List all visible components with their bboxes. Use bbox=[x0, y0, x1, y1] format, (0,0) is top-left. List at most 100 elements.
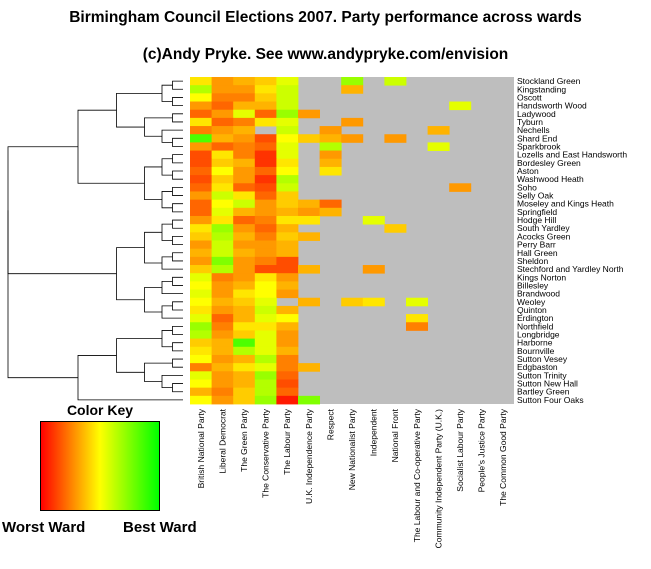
heatmap-cell bbox=[233, 109, 256, 119]
heatmap-cell bbox=[211, 297, 234, 307]
ward-label: Weoley bbox=[517, 297, 546, 307]
heatmap-cell bbox=[233, 232, 256, 241]
ward-label: Kings Norton bbox=[517, 272, 566, 282]
heatmap-cell bbox=[211, 77, 234, 86]
heatmap-cell bbox=[254, 117, 277, 127]
heatmap-cell bbox=[190, 207, 212, 217]
ward-label: Handsworth Wood bbox=[517, 101, 587, 111]
color-key-title: Color Key bbox=[66, 402, 134, 418]
heatmap-cell bbox=[319, 166, 342, 176]
heatmap-cells bbox=[190, 77, 514, 405]
ward-label: Brandwood bbox=[517, 289, 560, 299]
heatmap-cell bbox=[233, 322, 256, 331]
ward-labels: Stockland GreenKingstandingOscottHandswo… bbox=[517, 76, 627, 405]
heatmap-cell bbox=[211, 240, 234, 250]
ward-label: Perry Barr bbox=[517, 240, 556, 250]
heatmap-cell bbox=[233, 371, 256, 380]
heatmap-cell bbox=[233, 297, 256, 307]
dendrogram-branch bbox=[116, 338, 162, 373]
ward-label: Soho bbox=[517, 182, 537, 192]
heatmap-cell bbox=[254, 207, 277, 217]
heatmap-cell bbox=[211, 330, 234, 340]
heatmap-cell bbox=[233, 273, 256, 282]
heatmap-cell bbox=[190, 101, 212, 111]
heatmap-cell bbox=[276, 183, 299, 192]
heatmap-cell bbox=[211, 256, 234, 266]
dendrogram-branch bbox=[172, 301, 183, 311]
heatmap-cell bbox=[190, 322, 212, 331]
heatmap-cell bbox=[384, 134, 407, 143]
ward-label: Acocks Green bbox=[517, 231, 571, 241]
heatmap-cell bbox=[233, 117, 256, 127]
heatmap-cell bbox=[254, 85, 277, 94]
heatmap-cell bbox=[211, 158, 234, 168]
heatmap-cell bbox=[276, 207, 299, 217]
heatmap-cell bbox=[233, 142, 256, 151]
heatmap-cell bbox=[384, 77, 407, 86]
heatmap-cell bbox=[254, 371, 277, 380]
dendrogram-branch bbox=[161, 330, 173, 348]
heatmap-cell bbox=[211, 314, 234, 323]
heatmap-cell bbox=[233, 289, 256, 299]
heatmap-cell bbox=[190, 150, 212, 160]
heatmap-cell bbox=[276, 117, 299, 127]
ward-label: Selly Oak bbox=[517, 191, 554, 201]
heatmap-cell bbox=[190, 85, 212, 94]
ward-label: Sheldon bbox=[517, 256, 548, 266]
ward-label: Sutton Four Oaks bbox=[517, 395, 584, 405]
dendrogram-branch bbox=[172, 325, 183, 335]
heatmap-cell bbox=[276, 134, 299, 143]
heatmap-cell bbox=[190, 117, 212, 127]
dendrogram-branch bbox=[161, 84, 173, 102]
heatmap-cell bbox=[190, 338, 212, 348]
party-label: Respect bbox=[325, 408, 335, 440]
party-label: The Common Good Party bbox=[498, 408, 508, 506]
heatmap-cell bbox=[233, 256, 256, 266]
heatmap-cell bbox=[190, 314, 212, 323]
ward-label: Ladywood bbox=[517, 109, 556, 119]
heatmap-cell bbox=[233, 387, 256, 397]
heatmap-cell bbox=[190, 134, 212, 143]
dendrogram-branch bbox=[172, 342, 183, 352]
heatmap-cell bbox=[254, 191, 277, 201]
heatmap-cell bbox=[254, 322, 277, 331]
dendrogram-branch bbox=[161, 223, 173, 241]
heatmap-cell bbox=[276, 166, 299, 176]
dendrogram-branch bbox=[172, 219, 183, 229]
heatmap-cell bbox=[211, 93, 234, 102]
heatmap-cell bbox=[254, 240, 277, 250]
heatmap-cell bbox=[233, 93, 256, 102]
heatmap-cell bbox=[384, 224, 407, 233]
heatmap-cell bbox=[276, 224, 299, 233]
heatmap-cell bbox=[190, 142, 212, 151]
ward-label: Hall Green bbox=[517, 248, 558, 258]
party-label: British National Party bbox=[196, 408, 206, 488]
heatmap-cell bbox=[211, 371, 234, 380]
heatmap-cell bbox=[406, 314, 428, 323]
heatmap-cell bbox=[254, 395, 277, 405]
dendrogram-branch bbox=[172, 276, 183, 286]
heatmap-cell bbox=[233, 158, 256, 168]
heatmap-cell bbox=[254, 387, 277, 397]
heatmap-cell bbox=[298, 199, 320, 209]
heatmap-cell bbox=[341, 85, 364, 94]
heatmap-cell bbox=[211, 281, 234, 290]
heatmap-cell bbox=[211, 248, 234, 258]
heatmap-cell bbox=[254, 363, 277, 372]
heatmap-cell bbox=[276, 330, 299, 340]
heatmap-cell bbox=[233, 338, 256, 348]
heatmap-cell bbox=[254, 346, 277, 356]
heatmap-cell bbox=[233, 77, 256, 86]
dendrogram-branch bbox=[116, 247, 145, 301]
heatmap-cell bbox=[276, 93, 299, 102]
party-label: Community Independent Party (U.K.) bbox=[433, 409, 443, 549]
heatmap-cell bbox=[233, 101, 256, 111]
heatmap-cell bbox=[276, 395, 299, 405]
heatmap-cell bbox=[190, 191, 212, 201]
chart-subtitle: (c)Andy Pryke. See www.andypryke.com/env… bbox=[142, 46, 509, 63]
heatmap-cell bbox=[190, 240, 212, 250]
heatmap-cell bbox=[211, 126, 234, 135]
heatmap-cell bbox=[254, 379, 277, 389]
heatmap-cell bbox=[211, 199, 234, 209]
